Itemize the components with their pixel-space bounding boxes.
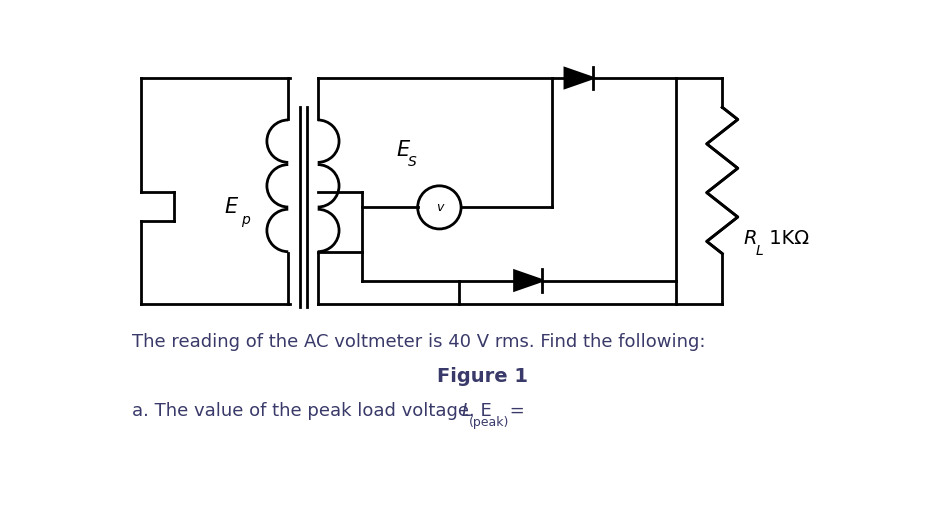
Text: =: = [504,403,525,420]
Text: p: p [241,213,250,227]
Text: L: L [755,244,763,258]
Text: E: E [397,139,410,160]
Polygon shape [565,68,593,88]
Text: The reading of the AC voltmeter is 40 V rms. Find the following:: The reading of the AC voltmeter is 40 V … [132,333,706,351]
Polygon shape [514,271,543,290]
Text: 1KΩ: 1KΩ [763,229,808,248]
Text: L: L [461,403,471,420]
Text: v: v [436,201,443,214]
Text: Figure 1: Figure 1 [437,367,528,386]
Text: (peak): (peak) [469,416,510,429]
Text: R: R [744,229,757,248]
Text: a. The value of the peak load voltage. E: a. The value of the peak load voltage. E [132,403,492,420]
Text: E: E [224,197,238,217]
Text: S: S [409,155,417,169]
